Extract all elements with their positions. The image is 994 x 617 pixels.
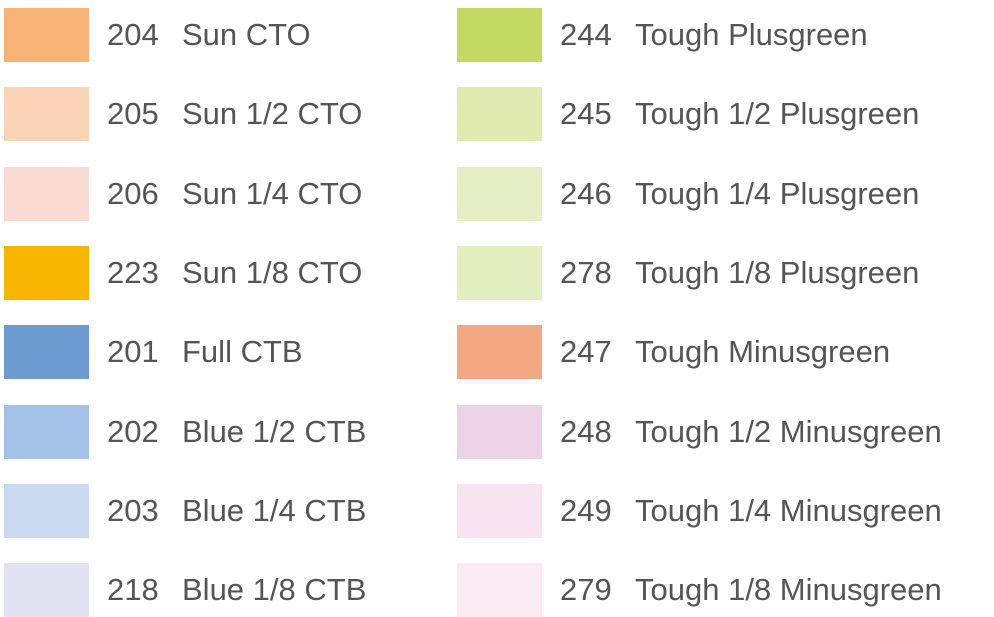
gel-name: Tough 1/8 Plusgreen: [635, 254, 920, 290]
gel-name: Sun CTO: [182, 17, 311, 52]
gel-code: 204: [107, 17, 159, 52]
color-swatch: [4, 404, 89, 459]
gel-code: 202: [107, 413, 159, 449]
color-swatch: [4, 563, 89, 617]
gel-name: Sun 1/8 CTO: [182, 254, 363, 290]
color-swatch: [457, 245, 542, 300]
color-swatch: [4, 325, 89, 380]
gel-name: Tough Plusgreen: [635, 17, 868, 52]
color-swatch: [4, 483, 89, 538]
color-swatch: [457, 404, 542, 459]
color-swatch: [457, 8, 542, 62]
color-swatch: [457, 87, 542, 142]
gel-name: Tough 1/2 Minusgreen: [635, 413, 942, 449]
gel-name: Tough Minusgreen: [635, 334, 891, 370]
gel-name: Tough 1/2 Plusgreen: [635, 96, 920, 132]
gel-code: 246: [560, 175, 612, 211]
color-swatch: [457, 325, 542, 380]
gel-name: Tough 1/4 Plusgreen: [635, 175, 920, 211]
gel-code: 247: [560, 334, 612, 370]
gel-code: 244: [560, 17, 612, 52]
gel-name: Sun 1/4 CTO: [182, 175, 363, 211]
gel-name: Blue 1/8 CTB: [182, 572, 367, 608]
gel-name: Tough 1/4 Minusgreen: [635, 492, 942, 528]
gel-code: 206: [107, 175, 159, 211]
gel-code: 218: [107, 572, 159, 608]
gel-code: 245: [560, 96, 612, 132]
gel-code: 248: [560, 413, 612, 449]
gel-name: Tough 1/8 Minusgreen: [635, 572, 942, 608]
gel-name: Blue 1/2 CTB: [182, 413, 367, 449]
color-swatch: [4, 166, 89, 221]
color-swatch: [4, 245, 89, 300]
gel-code: 205: [107, 96, 159, 132]
color-swatch: [457, 563, 542, 617]
gel-name: Blue 1/4 CTB: [182, 492, 367, 528]
gel-code: 249: [560, 492, 612, 528]
gel-name: Full CTB: [182, 334, 303, 370]
color-swatch: [4, 87, 89, 142]
gel-code: 278: [560, 254, 612, 290]
color-swatch: [4, 8, 89, 62]
color-swatch: [457, 483, 542, 538]
gel-code: 203: [107, 492, 159, 528]
gel-name: Sun 1/2 CTO: [182, 96, 363, 132]
color-swatch: [457, 166, 542, 221]
gel-code: 223: [107, 254, 159, 290]
gel-code: 279: [560, 572, 612, 608]
gel-code: 201: [107, 334, 159, 370]
